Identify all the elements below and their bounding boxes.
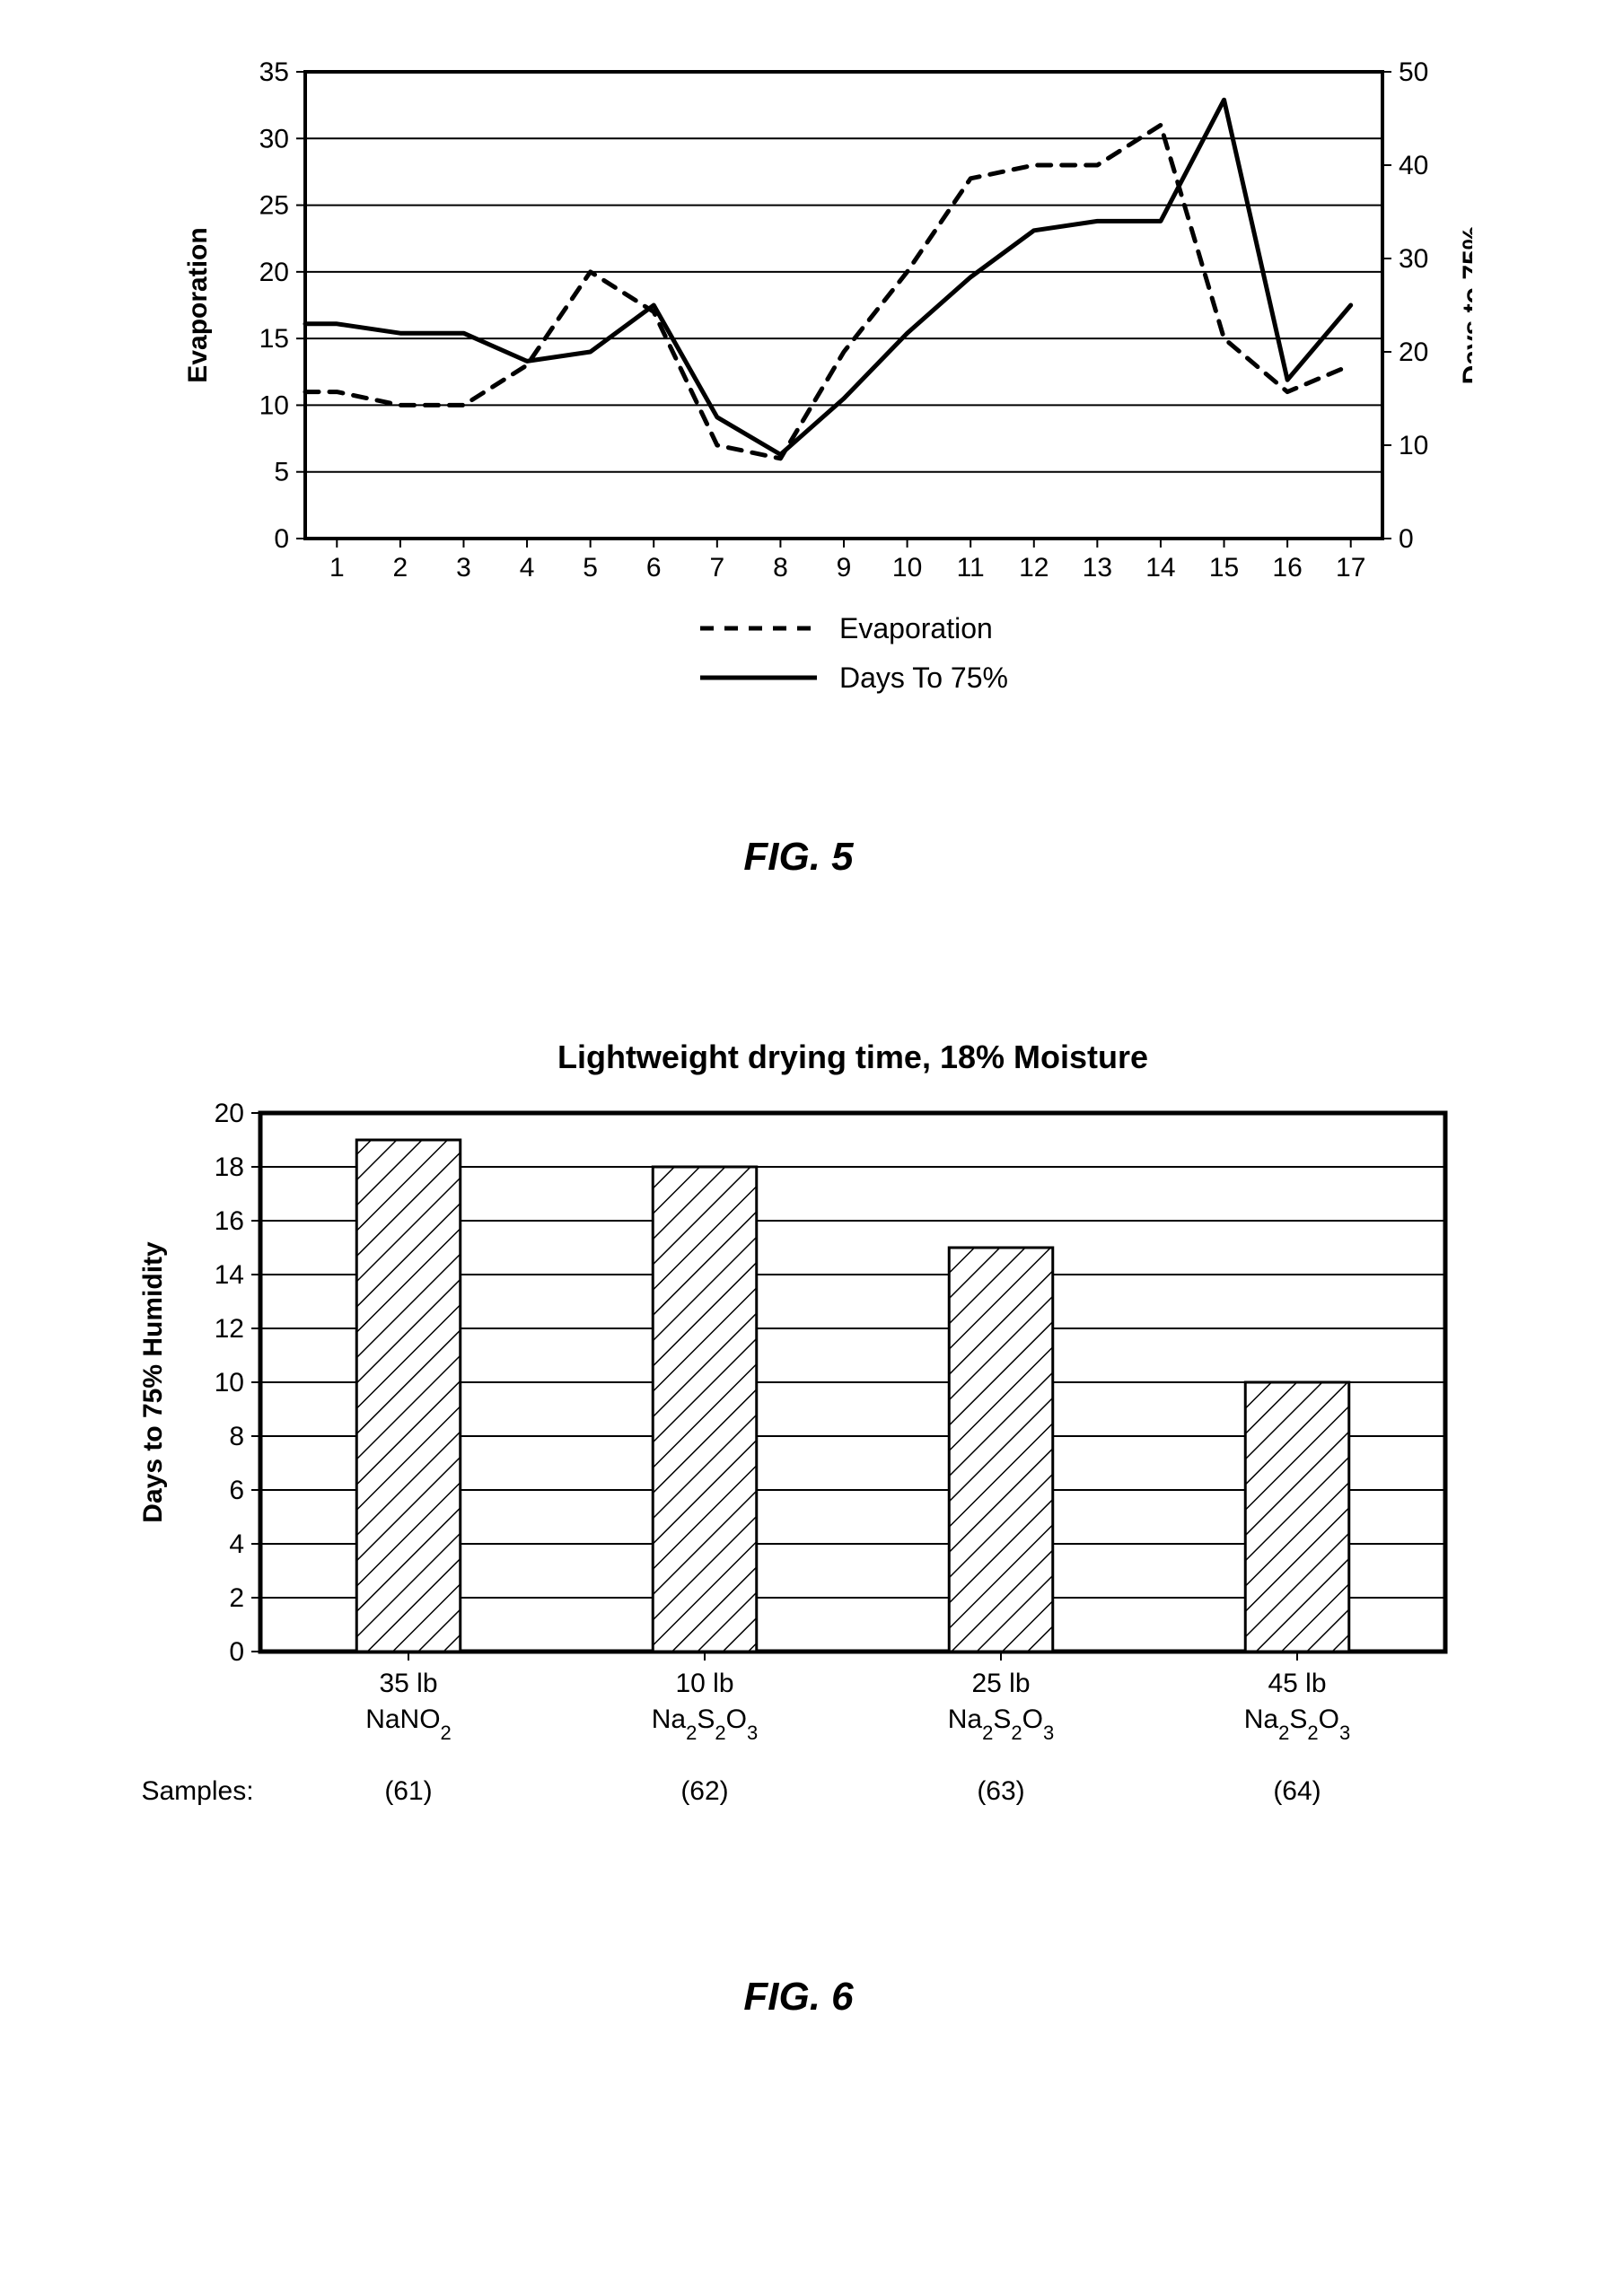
svg-text:14: 14 [1145,553,1175,583]
svg-text:18: 18 [214,1152,243,1182]
svg-text:4: 4 [519,553,534,583]
svg-text:5: 5 [274,458,289,487]
svg-text:0: 0 [274,524,289,554]
svg-text:Days to 75% Humidity: Days to 75% Humidity [138,1241,168,1523]
svg-text:0: 0 [229,1637,244,1667]
svg-text:Evaporation: Evaporation [183,227,213,382]
svg-text:(61): (61) [384,1776,432,1806]
svg-text:5: 5 [583,553,598,583]
svg-text:12: 12 [1019,553,1049,583]
svg-text:Days to 75%: Days to 75% [1458,226,1472,385]
svg-text:16: 16 [1272,553,1302,583]
svg-text:7: 7 [709,553,724,583]
svg-text:13: 13 [1082,553,1111,583]
svg-text:30: 30 [259,124,288,153]
svg-text:11: 11 [956,553,984,583]
svg-text:4: 4 [229,1529,244,1559]
svg-text:16: 16 [214,1206,243,1236]
figure-6: Lightweight drying time, 18% Moisture 0 2 4… [36,1023,1561,2020]
figure-5: 0510152025303501020304050123456789101112… [36,45,1561,880]
svg-text:8: 8 [773,553,788,583]
svg-text:Evaporation: Evaporation [839,612,993,644]
svg-text:15: 15 [1208,553,1238,583]
svg-text:0: 0 [1399,524,1414,554]
svg-text:40: 40 [1399,151,1428,180]
svg-text:45 lb: 45 lb [1268,1669,1326,1698]
svg-text:Na2S2O3: Na2S2O3 [1243,1704,1349,1744]
svg-text:50: 50 [1399,57,1428,87]
svg-text:15: 15 [259,324,288,354]
line-chart-fig5: 0510152025303501020304050123456789101112… [126,45,1472,781]
svg-text:Days To 75%: Days To 75% [839,662,1008,694]
svg-text:25 lb: 25 lb [971,1669,1030,1698]
svg-text:25: 25 [259,191,288,221]
svg-text:20: 20 [1399,337,1428,367]
svg-text:(62): (62) [680,1776,728,1806]
svg-text:10: 10 [214,1368,243,1398]
svg-text:Na2S2O3: Na2S2O3 [947,1704,1053,1744]
figure-6-caption: FIG. 6 [36,1975,1561,2020]
svg-text:20: 20 [214,1099,243,1128]
svg-text:Na2S2O3: Na2S2O3 [651,1704,757,1744]
svg-text:6: 6 [645,553,661,583]
svg-text:Lightweight drying time, 18% M: Lightweight drying time, 18% Moisture [557,1038,1147,1075]
svg-text:20: 20 [259,258,288,287]
svg-text:30: 30 [1399,244,1428,274]
svg-text:2: 2 [392,553,408,583]
svg-text:3: 3 [456,553,471,583]
figure-5-caption: FIG. 5 [36,835,1561,880]
svg-text:10 lb: 10 lb [675,1669,733,1698]
svg-text:2: 2 [229,1583,244,1613]
svg-text:8: 8 [229,1422,244,1451]
svg-text:(63): (63) [977,1776,1024,1806]
svg-text:NaNO2: NaNO2 [365,1704,452,1744]
svg-text:Samples:: Samples: [141,1776,253,1806]
svg-text:17: 17 [1336,553,1365,583]
svg-text:14: 14 [214,1260,243,1290]
svg-text:12: 12 [214,1314,243,1344]
bar-chart-fig6: Lightweight drying time, 18% Moisture 0 2 4… [81,1023,1517,1921]
svg-text:10: 10 [891,553,921,583]
svg-text:1: 1 [329,553,344,583]
svg-text:9: 9 [836,553,851,583]
svg-text:(64): (64) [1273,1776,1321,1806]
svg-text:6: 6 [229,1476,244,1505]
svg-text:35: 35 [259,57,288,87]
svg-text:10: 10 [1399,431,1428,460]
svg-text:35 lb: 35 lb [379,1669,437,1698]
svg-text:10: 10 [259,390,288,420]
